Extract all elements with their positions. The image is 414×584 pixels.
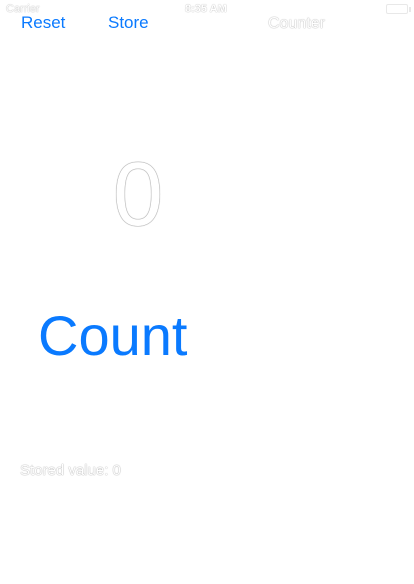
nav-title: Counter	[268, 15, 325, 32]
status-carrier: Carrier	[6, 3, 40, 15]
battery-icon	[386, 4, 411, 14]
counter-value: 0	[112, 145, 164, 245]
stored-value-label: Stored value: 0	[20, 462, 121, 479]
status-time: 8:35 AM	[185, 3, 227, 15]
status-bar: Carrier 8:35 AM	[0, 0, 414, 20]
count-button[interactable]: Count	[38, 304, 188, 367]
reset-button[interactable]: Reset	[21, 13, 66, 32]
store-button[interactable]: Store	[108, 13, 149, 32]
navigation-bar: Reset Store Counter	[0, 12, 414, 42]
